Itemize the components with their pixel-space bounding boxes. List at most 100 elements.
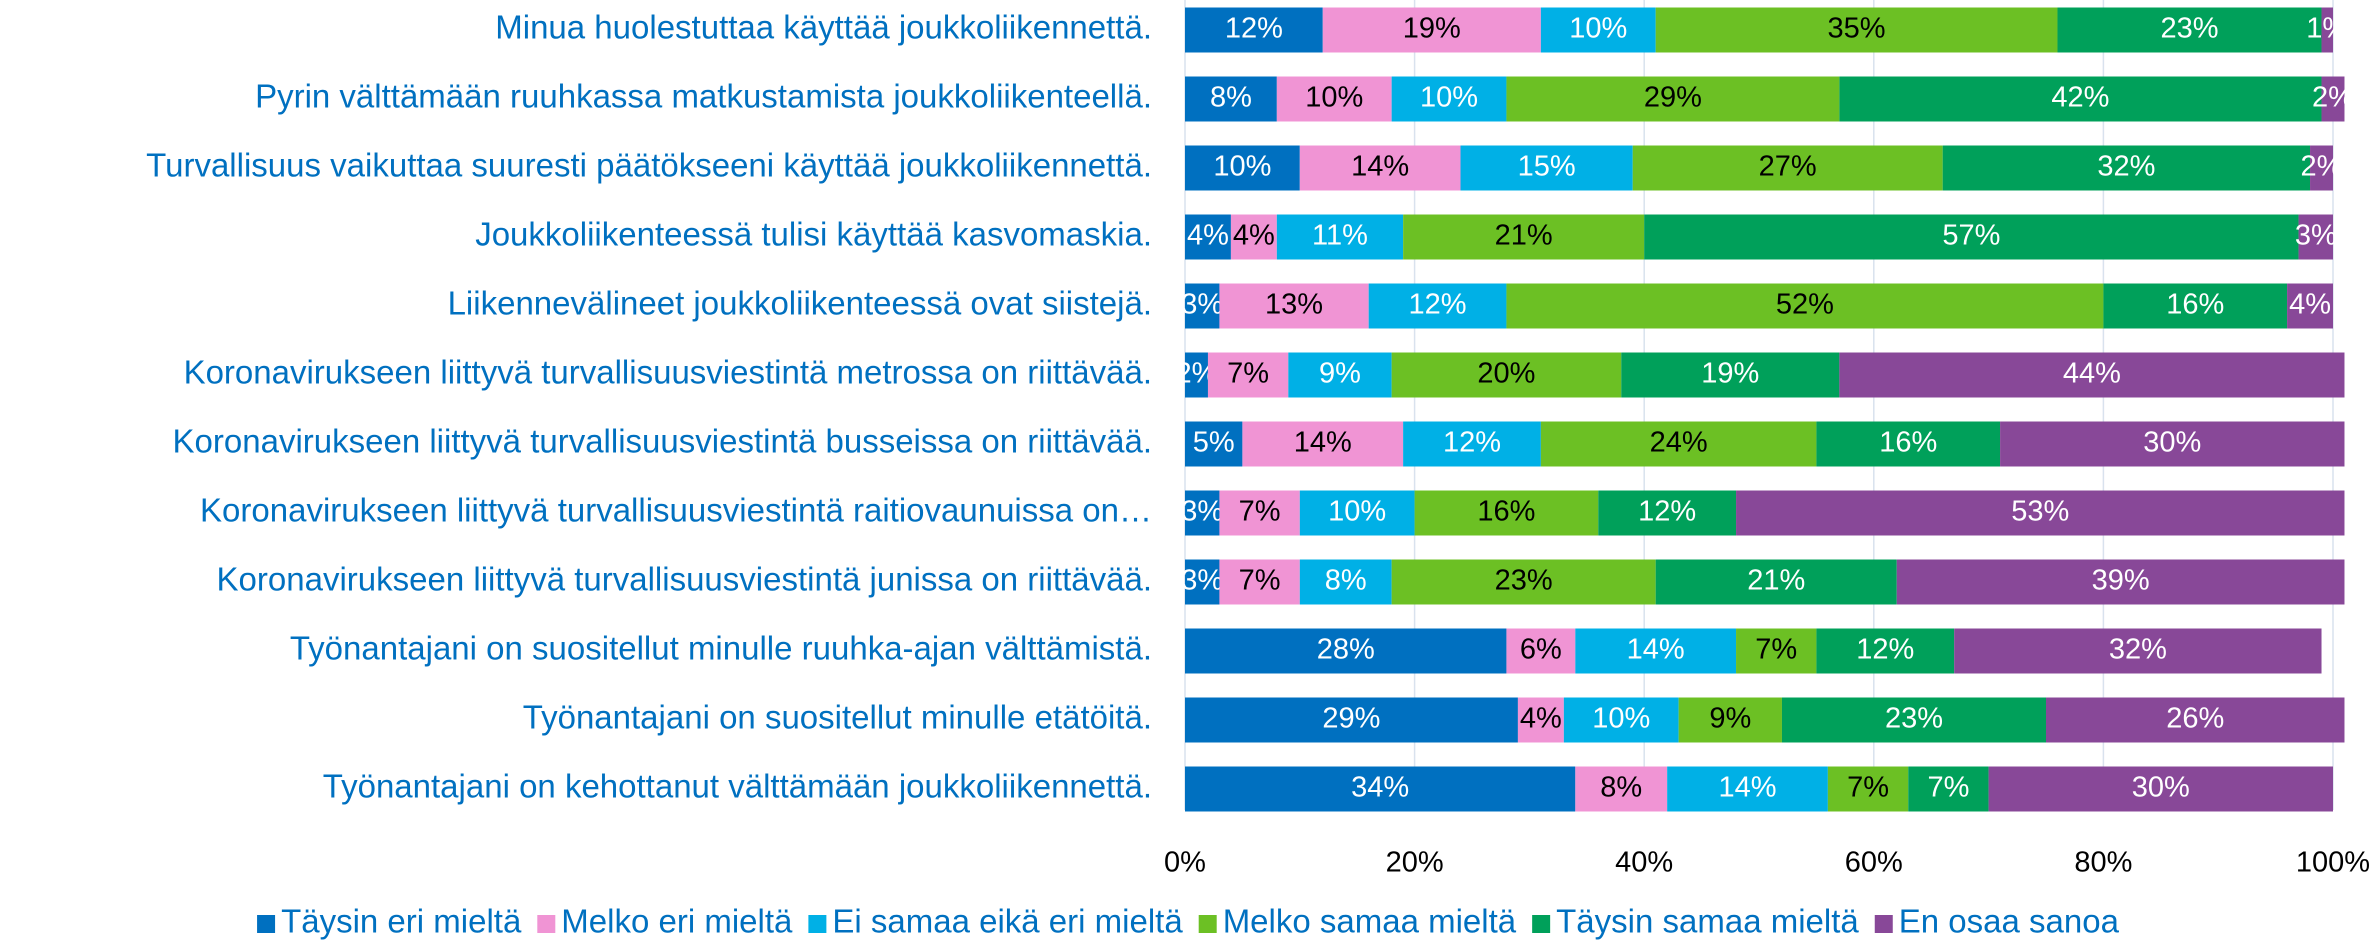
data-label: 52% xyxy=(1776,289,1834,321)
x-tick-label: 40% xyxy=(1615,847,1673,879)
x-tick-label: 20% xyxy=(1386,847,1444,879)
data-label: 7% xyxy=(1755,634,1797,666)
bar-segment xyxy=(1816,628,1955,674)
bar-segment xyxy=(1506,76,1840,122)
data-label: 4% xyxy=(1187,220,1229,252)
legend-swatch xyxy=(1874,915,1893,933)
data-label: 30% xyxy=(2132,772,2190,804)
data-label: 8% xyxy=(1210,82,1252,114)
data-label: 16% xyxy=(1879,427,1937,459)
bar-segment xyxy=(2287,283,2333,329)
bar-segment xyxy=(1563,697,1679,743)
bar-segment xyxy=(2321,7,2333,53)
legend-label: Täysin samaa mieltä xyxy=(1556,903,1859,940)
bar-segment xyxy=(1185,490,1220,536)
data-label: 7% xyxy=(1927,772,1969,804)
data-label: 7% xyxy=(1239,496,1281,528)
data-label: 26% xyxy=(2166,703,2224,735)
bar-segment xyxy=(1506,283,2104,329)
bar-segment xyxy=(1621,352,1840,398)
bar-segment xyxy=(1219,490,1300,536)
bar-segment xyxy=(1185,283,1220,329)
data-label: 10% xyxy=(1328,496,1386,528)
data-label: 23% xyxy=(2160,13,2218,45)
bar-segment xyxy=(1781,697,2046,743)
bar-segment xyxy=(1403,214,1645,260)
bar-segment xyxy=(1391,76,1507,122)
x-tick-label: 0% xyxy=(1164,847,1206,879)
data-label: 9% xyxy=(1319,358,1361,390)
bar-segment xyxy=(1575,628,1737,674)
data-label: 3% xyxy=(1181,496,1223,528)
bar-segment xyxy=(1288,352,1392,398)
data-label: 57% xyxy=(1942,220,2000,252)
bar-segment xyxy=(2321,76,2345,122)
category-label: Koronavirukseen liittyvä turvallisuusvie… xyxy=(217,561,1152,598)
bar-segment xyxy=(1185,628,1507,674)
data-label: 12% xyxy=(1443,427,1501,459)
bar-segment xyxy=(1517,697,1564,743)
data-label: 4% xyxy=(1233,220,1275,252)
bar-segment xyxy=(2103,283,2288,329)
x-tick-label: 100% xyxy=(2296,847,2370,879)
bar-segment xyxy=(1667,766,1828,812)
data-label: 30% xyxy=(2143,427,2201,459)
bar-segment xyxy=(1185,559,1220,605)
data-label: 12% xyxy=(1856,634,1914,666)
bar-segment xyxy=(1598,490,1737,536)
data-label: 10% xyxy=(1420,82,1478,114)
data-label: 15% xyxy=(1518,151,1576,183)
bar-segment xyxy=(1736,628,1817,674)
data-label: 14% xyxy=(1294,427,1352,459)
data-label: 10% xyxy=(1569,13,1627,45)
bar-segment xyxy=(1230,214,1277,260)
category-label: Koronavirukseen liittyvä turvallisuusvie… xyxy=(184,354,1152,391)
data-label: 5% xyxy=(1193,427,1235,459)
data-label: 10% xyxy=(1213,151,1271,183)
data-label: 11% xyxy=(1312,220,1368,252)
x-tick-label: 60% xyxy=(1845,847,1903,879)
data-label: 10% xyxy=(1592,703,1650,735)
category-label: Turvallisuus vaikuttaa suuresti päätökse… xyxy=(146,147,1152,184)
legend-label: Täysin eri mieltä xyxy=(281,903,522,940)
bar-segment xyxy=(1403,421,1541,467)
bar-segment xyxy=(1276,76,1392,122)
data-label: 24% xyxy=(1650,427,1708,459)
bar-segment xyxy=(1736,490,2345,536)
legend-swatch xyxy=(1198,915,1217,933)
data-label: 19% xyxy=(1701,358,1759,390)
bar-segment xyxy=(1954,628,2322,674)
x-tick-label: 80% xyxy=(2074,847,2132,879)
bar-segment xyxy=(1299,490,1415,536)
legend-label: En osaa sanoa xyxy=(1899,903,2120,940)
legend-swatch xyxy=(1532,915,1551,933)
legend-label: Melko samaa mieltä xyxy=(1223,903,1517,940)
bar-segment xyxy=(1219,283,1369,329)
category-label: Koronavirukseen liittyvä turvallisuusvie… xyxy=(200,492,1152,529)
data-label: 21% xyxy=(1495,220,1553,252)
bar-segment xyxy=(1575,766,1668,812)
bar-segment xyxy=(1185,145,1300,191)
data-label: 2% xyxy=(2312,82,2354,114)
category-label: Työnantajani on suositellut minulle ruuh… xyxy=(290,630,1152,667)
data-label: 10% xyxy=(1305,82,1363,114)
data-label: 4% xyxy=(2289,289,2331,321)
data-label: 44% xyxy=(2063,358,2121,390)
data-label: 9% xyxy=(1709,703,1751,735)
bar-segment xyxy=(1391,559,1656,605)
bar-segment xyxy=(1540,421,1817,467)
bar-segment xyxy=(1827,766,1909,812)
data-label: 19% xyxy=(1403,13,1461,45)
data-label: 8% xyxy=(1325,565,1367,597)
data-label: 8% xyxy=(1600,772,1642,804)
bar-segment xyxy=(1655,559,1897,605)
data-label: 13% xyxy=(1265,289,1323,321)
bar-segment xyxy=(1322,7,1541,53)
data-label: 12% xyxy=(1638,496,1696,528)
data-label: 14% xyxy=(1627,634,1685,666)
data-label: 3% xyxy=(2295,220,2337,252)
bar-segment xyxy=(1839,352,2345,398)
bar-segment xyxy=(1632,145,1943,191)
data-label: 32% xyxy=(2109,634,2167,666)
data-label: 2% xyxy=(2301,151,2343,183)
